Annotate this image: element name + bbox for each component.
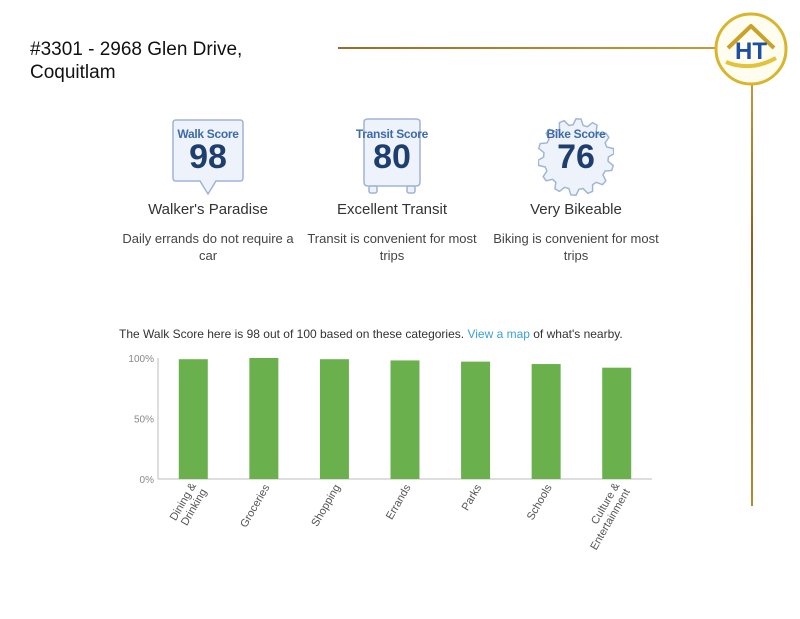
- walk-score-value: 98: [189, 138, 227, 176]
- y-tick-label: 0%: [140, 475, 155, 486]
- x-tick-label: Schools: [525, 482, 555, 522]
- walk-score-card: Walk Score 98 Walker's Paradise Daily er…: [113, 116, 303, 264]
- right-divider: [751, 82, 753, 506]
- transit-score-description: Excellent Transit: [336, 201, 448, 218]
- top-divider: [338, 47, 724, 49]
- bar-schools: [531, 364, 561, 479]
- x-tick-label: Errands: [384, 482, 414, 522]
- logo-text: HT: [735, 38, 767, 65]
- address-line-2: Coquitlam: [30, 62, 116, 83]
- transit-score-shape: [363, 118, 421, 194]
- walk-score-shape: [172, 119, 244, 196]
- bar-groceries: [249, 358, 279, 479]
- transit-score-value: 80: [373, 138, 411, 176]
- walk-score-badge: Walk Score 98: [170, 116, 246, 198]
- transit-score-detail: Transit is convenient for most trips: [307, 231, 477, 263]
- bar-shopping: [319, 359, 349, 479]
- y-tick-label: 100%: [128, 354, 154, 365]
- summary-text: The Walk Score here is 98 out of 100 bas…: [119, 327, 468, 341]
- transit-score-card: Transit Score 80 Excellent Transit Trans…: [297, 116, 487, 264]
- bike-score-value: 76: [557, 138, 595, 176]
- walk-score-summary: The Walk Score here is 98 out of 100 bas…: [119, 327, 623, 341]
- transit-score-badge: Transit Score 80: [354, 116, 430, 198]
- view-map-link[interactable]: View a map: [467, 327, 530, 341]
- walk-score-detail: Daily errands do not require a car: [122, 231, 294, 263]
- bike-score-label: Bike Score: [546, 127, 606, 141]
- x-tick-label: Shopping: [309, 483, 343, 529]
- x-tick-label: Culture &Entertainment: [578, 480, 633, 552]
- address-line-1: #3301 - 2968 Glen Drive,: [30, 39, 243, 60]
- x-tick-label: Parks: [460, 482, 485, 513]
- x-tick-label: Dining &Drinking: [168, 480, 210, 529]
- bike-score-detail: Biking is convenient for most trips: [493, 231, 659, 263]
- x-tick-label: Groceries: [238, 482, 272, 530]
- page-title: #3301 - 2968 Glen Drive, Coquitlam: [30, 38, 242, 84]
- bike-score-description: Very Bikeable: [530, 201, 622, 218]
- category-bar-chart: 100% 50% 0% Dining &Drinking Groceries Shoppi…: [128, 354, 652, 552]
- summary-suffix: of what's nearby.: [529, 327, 623, 341]
- bike-score-badge: Bike Score 76: [538, 116, 614, 198]
- bike-score-gear-icon: [538, 118, 614, 196]
- y-tick-label: 50%: [134, 415, 154, 426]
- bar-dining-drinking: [178, 359, 208, 479]
- bike-score-card: Bike Score 76 Very Bikeable Biking is co…: [481, 116, 671, 264]
- bar-parks: [461, 361, 491, 479]
- transit-score-label: Transit Score: [355, 127, 429, 141]
- walk-score-label: Walk Score: [177, 127, 239, 141]
- company-logo: HT: [714, 12, 788, 86]
- bar-errands: [390, 360, 420, 479]
- bar-culture-entertainment: [602, 367, 632, 479]
- walk-score-description: Walker's Paradise: [148, 201, 268, 218]
